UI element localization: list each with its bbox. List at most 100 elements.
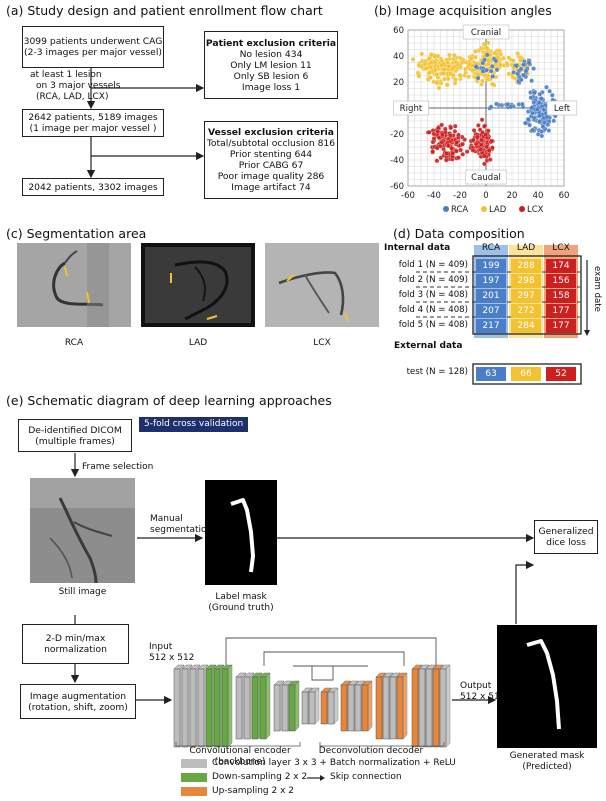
lad-point (485, 40, 491, 46)
lesion-note-line-2: on 3 major vessels (36, 81, 121, 91)
left-label-text: Left (554, 104, 571, 114)
lcx-point (456, 155, 461, 161)
angiogram-rca (17, 243, 131, 327)
label-mask-caption: Label mask (Ground truth) (196, 592, 286, 614)
external-data-label: External data (394, 341, 463, 351)
fold-cell: 177 (546, 319, 576, 333)
rca-point (536, 100, 542, 105)
rca-point (521, 62, 526, 68)
lad-point (434, 80, 440, 85)
unet-architecture (173, 637, 451, 748)
lcx-point (448, 125, 454, 131)
lad-point (428, 75, 433, 80)
rca-point (535, 106, 540, 112)
lad-point (466, 74, 471, 80)
rca-point (530, 110, 535, 116)
lcx-point (439, 122, 445, 128)
rca-point (551, 118, 557, 124)
test-cell-lcx: 52 (546, 367, 576, 381)
y-tick-label: -20 (390, 130, 404, 140)
lad-point (481, 41, 487, 47)
panel-c-title: (c) Segmentation area (6, 226, 147, 241)
rca-point (531, 90, 537, 96)
normalization-box: 2-D min/max normalization (22, 624, 129, 664)
lcx-point (476, 123, 481, 128)
layer-block (354, 684, 362, 732)
fold-label: fold 2 (N = 409) (398, 275, 468, 285)
rca-point (521, 72, 526, 78)
x-tick-label: 40 (533, 191, 544, 201)
lcx-point (456, 132, 461, 138)
lcx-point (487, 157, 493, 162)
rca-point (475, 75, 481, 81)
lad-point (515, 51, 521, 56)
legend-skip-label: Skip connection (330, 772, 402, 782)
layer-block (197, 668, 205, 748)
enrolled-line-1: 3099 patients underwent CAG (23, 36, 163, 47)
aug-line-1: Image augmentation (29, 690, 127, 702)
lad-point (485, 73, 491, 79)
box3-text: 2042 patients, 3302 images (28, 181, 158, 193)
lcx-point (452, 129, 458, 134)
layer-block-side (265, 672, 271, 740)
lcx-point (479, 137, 484, 143)
rca-point (529, 105, 535, 111)
lcx-point (489, 138, 494, 144)
rca-legend-label: RCA (451, 205, 468, 215)
lesion-note-line-3: (RCA, LAD, LCX) (36, 92, 109, 102)
vessel-exclusion-item: Prior stenting 644 (229, 149, 313, 160)
lad-point (457, 73, 463, 78)
layer-block (243, 676, 251, 740)
lad-caption: LAD (188, 338, 208, 348)
external-test-row: test (N = 128) 63 66 52 (380, 353, 606, 385)
fold-cell: 201 (476, 289, 506, 303)
fold-cell: 297 (511, 289, 541, 303)
lcx-point (473, 141, 479, 147)
decoder-bracket (319, 742, 445, 747)
input-line-2: 512 x 512 (149, 653, 195, 663)
layer-block (347, 684, 355, 732)
enrolled-line-2: (2-3 images per major vessel) (24, 47, 162, 58)
rca-point (522, 120, 528, 126)
layer-block (288, 684, 296, 732)
exam-date-label: exam date (591, 266, 603, 326)
angle-scatter-plot: -60-40-2002040606040200-20-40-60CranialC… (390, 24, 578, 215)
lcx-point (450, 150, 456, 156)
rca-point (549, 92, 555, 98)
final-dataset-box: 2042 patients, 3302 images (22, 178, 164, 196)
lad-point (422, 61, 428, 67)
after-patient-exclusion-box: 2642 patients, 5189 images (1 image per … (22, 109, 164, 137)
rca-point (539, 133, 545, 139)
lad-legend-marker (481, 206, 487, 212)
lcx-point (431, 131, 437, 137)
lcx-point (449, 145, 454, 151)
lcx-point (434, 158, 440, 164)
caudal-label-bg (465, 169, 507, 185)
rca-point (484, 52, 490, 58)
lad-point (451, 52, 457, 58)
label-mask-line-1: Label mask (215, 592, 267, 602)
lad-point (427, 70, 432, 75)
x-tick-label: -20 (453, 191, 467, 201)
label-mask-line-2: (Ground truth) (208, 603, 274, 613)
rca-point (544, 84, 549, 90)
box2-line-2: (1 image per major vessel ) (29, 123, 157, 134)
cross-validation-badge: 5-fold cross validation (139, 417, 249, 432)
legend-conv-swatch (181, 759, 207, 768)
rca-point (537, 91, 543, 97)
flow-chart-arrows (86, 68, 205, 179)
lad-point (447, 52, 452, 58)
layer-block (181, 668, 189, 748)
still-image-label: Still image (58, 587, 107, 597)
patient-exclusion-item: Image loss 1 (241, 81, 301, 93)
lcx-point (426, 129, 432, 135)
angiogram-lad (141, 243, 255, 327)
lcx-point (434, 145, 440, 151)
test-cell-lad: 66 (511, 367, 541, 381)
rca-legend-marker (443, 206, 449, 212)
generated-line-1: Generated mask (509, 751, 585, 761)
internal-data-label: Internal data (384, 243, 451, 253)
rca-point (518, 66, 524, 72)
rca-point (493, 58, 499, 64)
rca-point (530, 127, 535, 133)
